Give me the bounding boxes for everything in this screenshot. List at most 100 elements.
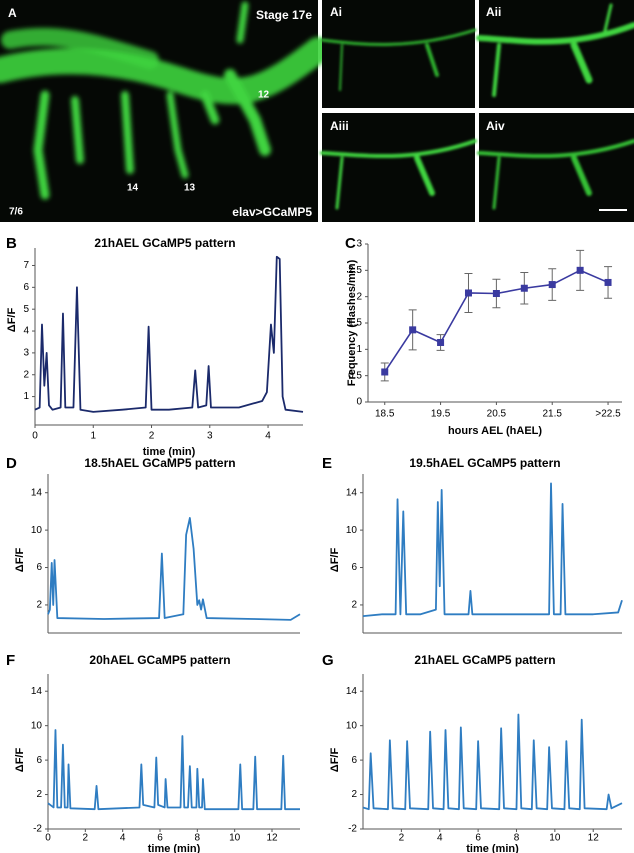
cell-label: 13 [184,183,196,194]
marker [464,289,472,297]
y-tick-label: 14 [346,487,358,498]
panel-letter: G [322,652,334,669]
y-tick-label: 6 [36,562,42,573]
inset-label: Aiv [486,119,505,133]
marker [520,284,528,292]
x-tick-label: 6 [157,833,163,844]
y-tick-label: 6 [351,755,357,766]
y-tick-label: 2 [351,600,357,611]
panel-letter: C [345,235,356,252]
marker [492,290,500,298]
y-tick-label: 7 [23,260,29,271]
x-tick-label: 3 [207,431,213,442]
chart-title: 21hAEL GCaMP5 pattern [94,236,235,250]
y-tick-label: 1.5 [348,318,362,329]
y-tick-label: 3 [23,348,29,359]
x-tick-label: 8 [514,833,520,844]
inset-label: Aii [486,5,501,19]
segment-label: 7/6 [9,207,23,218]
cell-label: 14 [127,183,139,194]
x-tick-label: 20.5 [487,409,507,420]
y-tick-label: 6 [23,282,29,293]
y-axis-label: Frequency (flashes/min) [346,259,358,386]
y-tick-label: 2 [356,291,362,302]
trace [47,729,300,811]
y-tick-label: 10 [346,720,358,731]
y-tick-label: 14 [31,487,43,498]
y-tick-label: 2.5 [348,265,362,276]
x-tick-label: 4 [265,431,271,442]
y-tick-label: 10 [31,720,43,731]
x-tick-label: 0 [32,431,38,442]
chart-title: 19.5hAEL GCaMP5 pattern [409,456,560,470]
panel-letter: F [6,652,15,669]
inset-label: Ai [330,5,342,19]
x-tick-label: >22.5 [595,409,621,420]
x-tick-label: 12 [588,833,600,844]
y-tick-label: 5 [23,304,29,315]
y-tick-label: 6 [36,755,42,766]
x-tick-label: 4 [437,833,443,844]
x-tick-label: 4 [120,833,126,844]
panel-letter: D [6,455,17,472]
y-tick-label: 2 [36,789,42,800]
x-tick-label: 6 [475,833,481,844]
trace [362,482,623,618]
y-tick-label: 0.5 [348,370,362,381]
marker [381,368,389,376]
y-tick-label: 2 [23,369,29,380]
x-tick-label: 18.5 [375,409,395,420]
x-tick-label: 2 [83,833,89,844]
marker [576,266,584,274]
micrograph-main [0,0,331,222]
y-tick-label: 2 [351,789,357,800]
trace [362,713,623,811]
trace [47,517,301,621]
x-tick-label: 0 [45,833,51,844]
marker [409,326,417,334]
y-tick-label: 10 [346,525,358,536]
x-axis-label: time (min) [143,446,196,458]
panel-letter: A [8,6,17,20]
y-tick-label: 0 [356,397,362,408]
y-tick-label: 14 [31,686,43,697]
genotype-label: elav>GCaMP5 [232,205,312,219]
y-tick-label: -2 [33,824,42,835]
y-axis-label: ΔF/F [329,548,341,573]
x-axis-label: hours AEL (hAEL) [448,425,542,437]
x-axis-label: time (min) [148,843,201,853]
panel-letter: E [322,455,332,472]
y-tick-label: 2 [36,600,42,611]
y-axis-label: ΔF/F [6,308,18,333]
inset-label: Aiii [330,119,349,133]
chart-title: 18.5hAEL GCaMP5 pattern [84,456,235,470]
marker [548,281,556,289]
x-tick-label: 1 [90,431,96,442]
x-tick-label: 2 [149,431,155,442]
inset-images [320,0,634,222]
y-tick-label: 10 [31,525,43,536]
y-axis-label: ΔF/F [329,748,341,773]
x-tick-label: 10 [549,833,561,844]
chart-title: 21hAEL GCaMP5 pattern [414,653,555,667]
x-tick-label: 21.5 [542,409,562,420]
y-tick-label: 1 [23,391,29,402]
x-tick-label: 8 [195,833,201,844]
x-axis-label: time (min) [466,843,519,853]
y-tick-label: 6 [351,562,357,573]
x-tick-label: 2 [399,833,405,844]
cell-label: 12 [258,90,270,101]
trace [34,255,304,413]
y-axis-label: ΔF/F [14,748,26,773]
chart-title: 20hAEL GCaMP5 pattern [89,653,230,667]
x-tick-label: 19.5 [431,409,451,420]
y-tick-label: 4 [23,326,29,337]
marker [437,338,445,346]
y-tick-label: 3 [356,239,362,250]
stage-label: Stage 17e [256,8,312,22]
y-tick-label: -2 [348,824,357,835]
y-tick-label: 14 [346,686,358,697]
marker [604,278,612,286]
